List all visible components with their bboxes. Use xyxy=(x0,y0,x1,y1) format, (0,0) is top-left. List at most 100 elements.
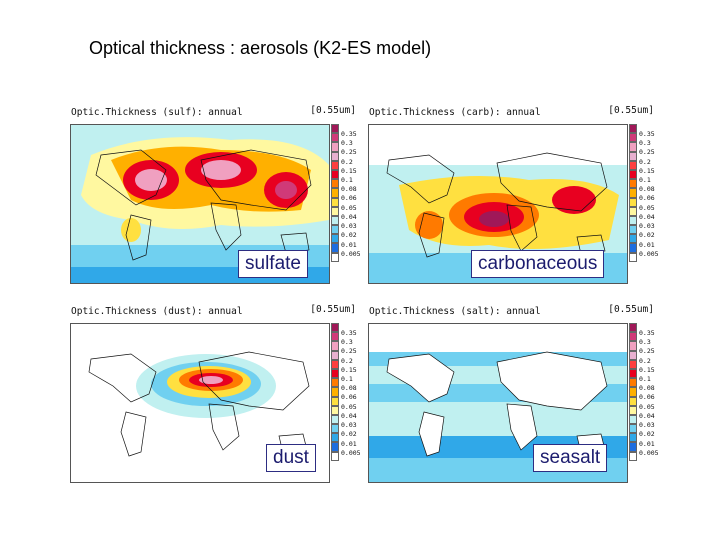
colorbar-label: 0.04 xyxy=(639,412,655,420)
colorbar-label: 0.06 xyxy=(341,194,357,202)
colorbar-label: 0.02 xyxy=(639,430,655,438)
colorbar-label: 0.01 xyxy=(341,440,357,448)
colorbar-label: 0.25 xyxy=(639,347,655,355)
na-sulfate-peak xyxy=(135,169,167,191)
colorbar-label: 0.15 xyxy=(341,167,357,175)
colorbar-swatch xyxy=(331,442,339,452)
asia-sulfate-peak xyxy=(275,181,297,199)
colorbar-label: 0.03 xyxy=(639,421,655,429)
colorbar-label: 0.005 xyxy=(341,250,361,258)
colorbar-label: 0.25 xyxy=(341,347,357,355)
colorbar-label: 0.04 xyxy=(341,213,357,221)
colorbar-swatch xyxy=(331,169,339,180)
colorbar xyxy=(629,124,637,262)
colorbar-label: 0.03 xyxy=(341,421,357,429)
wavelength-label: [0.55um] xyxy=(310,105,356,116)
colorbar-swatch xyxy=(629,378,637,388)
colorbar-labels: 0.35 0.3 0.25 0.2 0.15 0.1 0.08 0.06 0.0… xyxy=(341,122,365,264)
colorbar-label: 0.1 xyxy=(341,375,353,383)
colorbar-label: 0.05 xyxy=(639,204,655,212)
colorbar-swatch xyxy=(331,124,339,134)
coastlines xyxy=(386,152,608,258)
colorbar-swatch xyxy=(331,368,339,379)
sa-sulfate xyxy=(121,218,141,242)
colorbar-swatch xyxy=(331,243,339,253)
arctic-band xyxy=(369,324,627,352)
colorbar-label: 0.08 xyxy=(341,384,357,392)
colorbar-label: 0.005 xyxy=(639,250,659,258)
colorbar-swatch xyxy=(331,424,339,434)
map-panel-seasalt: Optic.Thickness (salt): annual [0.55um] xyxy=(366,303,662,493)
colorbar-labels: 0.35 0.3 0.25 0.2 0.15 0.1 0.08 0.06 0.0… xyxy=(639,321,663,463)
colorbar-swatch xyxy=(331,225,339,235)
colorbar-label: 0.35 xyxy=(639,329,655,337)
asia-carb-core xyxy=(552,186,596,214)
colorbar-label: 0.08 xyxy=(639,384,655,392)
colorbar-swatch xyxy=(331,188,339,198)
wavelength-label: [0.55um] xyxy=(608,105,654,116)
dust-peak xyxy=(199,376,223,384)
arctic-band xyxy=(369,125,627,165)
amazon-carb xyxy=(415,211,443,239)
panel-title: Optic.Thickness (dust): annual xyxy=(71,306,243,317)
colorbar-label: 0.02 xyxy=(341,231,357,239)
colorbar-swatch xyxy=(331,133,339,143)
colorbar-label: 0.01 xyxy=(639,440,655,448)
colorbar-label: 0.08 xyxy=(639,185,655,193)
colorbar xyxy=(331,124,339,262)
panel-header: Optic.Thickness (dust): annual [0.55um] xyxy=(68,303,364,321)
colorbar-label: 0.05 xyxy=(341,403,357,411)
map-panel-sulfate: Optic.Thickness (sulf): annual [0.55um] xyxy=(68,104,364,294)
map-panel-carbonaceous: Optic.Thickness (carb): annual [0.55um] xyxy=(366,104,662,294)
colorbar-swatch xyxy=(629,341,637,351)
colorbar-swatch xyxy=(629,225,637,235)
colorbar-swatch xyxy=(629,206,637,216)
colorbar-label: 0.08 xyxy=(341,185,357,193)
colorbar-swatch xyxy=(331,433,339,443)
colorbar-swatch xyxy=(331,396,339,406)
colorbar-swatch xyxy=(629,442,637,452)
wavelength-label: [0.55um] xyxy=(310,304,356,315)
colorbar-labels: 0.35 0.3 0.25 0.2 0.15 0.1 0.08 0.06 0.0… xyxy=(341,321,365,463)
map-panel-dust: Optic.Thickness (dust): annual [0.55um] xyxy=(68,303,364,493)
colorbar-swatch xyxy=(331,387,339,397)
coastlines xyxy=(88,351,310,457)
colorbar-label: 0.05 xyxy=(341,204,357,212)
colorbar-swatch xyxy=(331,350,339,360)
colorbar-swatch xyxy=(331,151,339,161)
colorbar-swatch xyxy=(629,234,637,244)
colorbar-label: 0.02 xyxy=(639,231,655,239)
colorbar-label: 0.03 xyxy=(639,222,655,230)
colorbar-label: 0.03 xyxy=(341,222,357,230)
colorbar-swatch xyxy=(629,332,637,342)
colorbar-swatch xyxy=(629,124,637,134)
colorbar-labels: 0.35 0.3 0.25 0.2 0.15 0.1 0.08 0.06 0.0… xyxy=(639,122,663,264)
colorbar-label: 0.25 xyxy=(639,148,655,156)
colorbar-swatch xyxy=(629,350,637,360)
coastlines xyxy=(95,149,312,261)
colorbar-label: 0.06 xyxy=(341,393,357,401)
colorbar-swatch xyxy=(331,252,339,262)
colorbar-label: 0.1 xyxy=(639,375,651,383)
colorbar-swatch xyxy=(629,133,637,143)
colorbar-label: 0.06 xyxy=(639,393,655,401)
wavelength-label: [0.55um] xyxy=(608,304,654,315)
colorbar-label: 0.3 xyxy=(341,139,353,147)
aerosol-label-dust: dust xyxy=(266,444,316,472)
colorbar-label: 0.005 xyxy=(639,449,659,457)
colorbar-swatch xyxy=(331,378,339,388)
colorbar-swatch xyxy=(331,323,339,333)
continents xyxy=(386,351,608,457)
colorbar-label: 0.01 xyxy=(639,241,655,249)
colorbar-swatch xyxy=(331,197,339,207)
colorbar-label: 0.1 xyxy=(639,176,651,184)
seasalt-map-svg xyxy=(369,324,627,482)
colorbar-swatch xyxy=(629,197,637,207)
slide-title: Optical thickness : aerosols (K2-ES mode… xyxy=(89,38,432,58)
colorbar-swatch xyxy=(331,414,339,425)
colorbar-label: 0.005 xyxy=(341,449,361,457)
colorbar-label: 0.3 xyxy=(341,338,353,346)
colorbar-swatch xyxy=(331,332,339,342)
colorbar-label: 0.35 xyxy=(341,130,357,138)
colorbar-swatch xyxy=(629,215,637,226)
